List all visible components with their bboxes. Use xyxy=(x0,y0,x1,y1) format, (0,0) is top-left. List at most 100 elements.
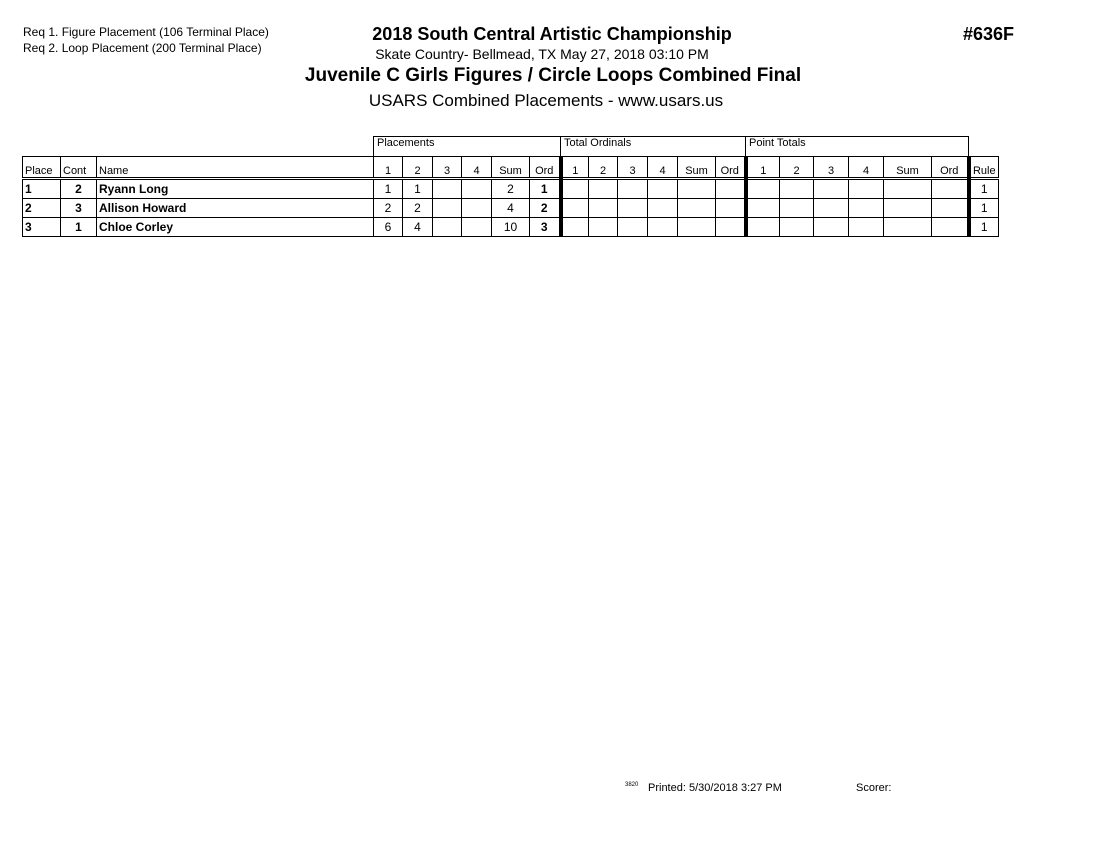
column-header: 1 xyxy=(373,156,403,180)
table-cell xyxy=(461,178,492,199)
blank-cell xyxy=(969,137,999,157)
table-cell: 1 xyxy=(968,198,999,218)
table-cell xyxy=(588,217,618,237)
table-cell xyxy=(779,178,814,199)
table-row: 3 1 Chloe Corley 6 4 10 3 1 xyxy=(22,217,999,237)
table-cell xyxy=(848,178,884,199)
table-cell xyxy=(779,198,814,218)
column-header: 3 xyxy=(813,156,849,180)
table-cell xyxy=(715,198,748,218)
table-cell xyxy=(813,198,849,218)
column-header: Sum xyxy=(883,156,932,180)
table-cell: 3 xyxy=(60,198,97,218)
table-cell xyxy=(677,198,716,218)
group-header-row: Placements Total Ordinals Point Totals xyxy=(23,136,999,157)
column-header: Rule xyxy=(968,156,999,180)
results-table: Placements Total Ordinals Point Totals Plac… xyxy=(22,136,999,237)
table-cell: 1 xyxy=(22,178,61,199)
table-row: 2 3 Allison Howard 2 2 4 2 1 xyxy=(22,198,999,218)
column-header: Ord xyxy=(715,156,748,180)
column-header: 4 xyxy=(461,156,492,180)
table-cell: 3 xyxy=(22,217,61,237)
group-header: Total Ordinals xyxy=(560,136,746,157)
column-header: 2 xyxy=(588,156,618,180)
table-cell xyxy=(617,198,648,218)
table-cell xyxy=(883,178,932,199)
table-cell: 1 xyxy=(968,178,999,199)
column-header: 4 xyxy=(647,156,678,180)
table-cell: 10 xyxy=(491,217,530,237)
table-cell: 2 xyxy=(529,198,563,218)
requirement-2: Req 2. Loop Placement (200 Terminal Plac… xyxy=(23,41,262,55)
table-cell: 3 xyxy=(529,217,563,237)
table-cell xyxy=(715,217,748,237)
event-code: #636F xyxy=(963,24,1015,44)
table-cell: 4 xyxy=(491,198,530,218)
table-cell xyxy=(588,178,618,199)
table-cell: 1 xyxy=(60,217,97,237)
column-header: Cont xyxy=(60,156,97,180)
table-cell xyxy=(432,178,462,199)
table-cell: 1 xyxy=(968,217,999,237)
table-cell xyxy=(931,217,971,237)
column-header: Name xyxy=(96,156,374,180)
table-cell xyxy=(588,198,618,218)
table-cell xyxy=(745,198,780,218)
column-header: Place xyxy=(22,156,61,180)
group-header: Placements xyxy=(373,136,561,157)
column-header: 1 xyxy=(745,156,780,180)
column-header: 2 xyxy=(402,156,433,180)
table-cell xyxy=(647,217,678,237)
column-header: 4 xyxy=(848,156,884,180)
table-cell xyxy=(677,178,716,199)
table-cell xyxy=(883,217,932,237)
table-cell xyxy=(617,217,648,237)
table-cell xyxy=(432,198,462,218)
table-cell xyxy=(647,178,678,199)
column-header: 3 xyxy=(432,156,462,180)
table-cell xyxy=(677,217,716,237)
table-cell: Ryann Long xyxy=(96,178,374,199)
table-cell: 6 xyxy=(373,217,403,237)
table-cell: 2 xyxy=(373,198,403,218)
table-cell xyxy=(617,178,648,199)
column-header: Ord xyxy=(529,156,563,180)
table-cell xyxy=(461,198,492,218)
table-cell: 4 xyxy=(402,217,433,237)
column-header: 2 xyxy=(779,156,814,180)
event-title: Juvenile C Girls Figures / Circle Loops … xyxy=(304,65,802,86)
requirement-1: Req 1. Figure Placement (106 Terminal Pl… xyxy=(23,25,269,39)
table-cell xyxy=(745,217,780,237)
table-cell xyxy=(779,217,814,237)
column-header: 1 xyxy=(560,156,589,180)
venue-date: Skate Country- Bellmead, TX May 27, 2018… xyxy=(375,46,709,62)
table-cell xyxy=(931,178,971,199)
page-title: 2018 South Central Artistic Championship xyxy=(372,24,732,44)
table-cell xyxy=(560,178,589,199)
table-cell: 2 xyxy=(491,178,530,199)
table-cell xyxy=(432,217,462,237)
group-header: Point Totals xyxy=(745,136,969,157)
printed-date: Printed: 5/30/2018 3:27 PM xyxy=(648,782,782,794)
table-cell: 1 xyxy=(402,178,433,199)
table-cell xyxy=(848,198,884,218)
table-cell: 2 xyxy=(22,198,61,218)
footer-code: 3820 xyxy=(625,782,639,788)
table-cell xyxy=(883,198,932,218)
subtitle: USARS Combined Placements - www.usars.us xyxy=(368,91,724,110)
table-cell: Chloe Corley xyxy=(96,217,374,237)
table-cell: 2 xyxy=(60,178,97,199)
column-header: Sum xyxy=(491,156,530,180)
column-header-row: Place Cont Name 1 2 3 4 Sum Ord 1 2 3 4 Sum Ord 1 2 3 4 Sum… xyxy=(22,156,999,180)
table-cell: 2 xyxy=(402,198,433,218)
table-row: 1 2 Ryann Long 1 1 2 1 1 xyxy=(22,178,999,199)
table-cell xyxy=(560,217,589,237)
table-cell xyxy=(848,217,884,237)
table-cell xyxy=(715,178,748,199)
table-cell xyxy=(931,198,971,218)
table-cell xyxy=(745,178,780,199)
table-cell xyxy=(560,198,589,218)
table-cell xyxy=(647,198,678,218)
column-header: 3 xyxy=(617,156,648,180)
blank-cell xyxy=(23,137,374,157)
